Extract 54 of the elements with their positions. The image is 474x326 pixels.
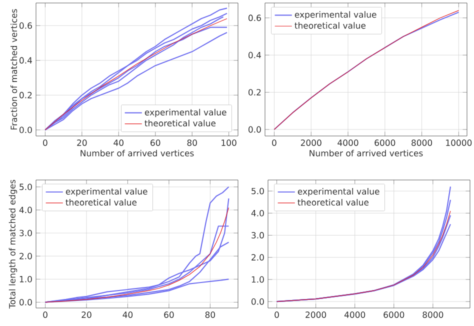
x-tick-label: 0	[43, 140, 48, 146]
x-tick-label: 60	[150, 140, 160, 146]
x-tick-label: 6000	[384, 312, 404, 318]
y-tick-label: 2.0	[252, 254, 264, 261]
y-tick-label: 1.0	[20, 276, 32, 282]
x-tick-label: 6000	[374, 140, 396, 146]
x-tick-label: 20	[77, 140, 87, 146]
x-tick-label: 0	[274, 312, 279, 318]
x-axis-title: Number of arrived vertices	[310, 150, 423, 156]
legend-label: theoretical value	[298, 198, 369, 206]
y-tick-label: 0.4	[20, 57, 32, 64]
x-tick-label: 60	[164, 312, 174, 318]
legend-label: experimental value	[298, 188, 380, 196]
x-tick-label: 80	[187, 140, 197, 146]
y-tick-label: 2.0	[20, 252, 32, 260]
x-axis-title: Number of arrived vertices	[80, 150, 194, 156]
y-tick-label: 0.0	[248, 126, 261, 133]
legend-label: experimental value	[294, 11, 376, 20]
y-tick-label: 5.0	[252, 188, 264, 194]
y-tick-label: 0.0	[252, 298, 264, 305]
y-axis-title: Fraction of matched vertices	[10, 9, 18, 130]
y-tick-label: 0.2	[20, 92, 32, 98]
x-tick-label: 80	[205, 312, 216, 318]
x-tick-label: 40	[122, 312, 133, 318]
y-tick-label: 0.0	[20, 299, 32, 306]
y-tick-label: 0.6	[20, 22, 32, 29]
y-tick-label: 0.4	[248, 52, 261, 58]
legend-label: experimental value	[66, 188, 148, 196]
x-tick-label: 0	[272, 140, 276, 146]
x-tick-label: 2000	[300, 140, 322, 146]
y-tick-label: 0.6	[248, 14, 261, 22]
y-tick-label: 3.0	[252, 232, 264, 238]
x-tick-label: 40	[114, 140, 124, 146]
legend-label: experimental value	[144, 108, 226, 118]
x-tick-label: 8000	[422, 312, 444, 318]
y-tick-label: 0.0	[20, 126, 32, 134]
y-tick-label: 4.0	[19, 206, 32, 214]
y-tick-label: 5.0	[20, 184, 32, 190]
legend-label: theoretical value	[294, 22, 366, 29]
y-tick-label: 3.0	[20, 230, 32, 236]
x-tick-label: 100	[222, 140, 236, 146]
x-tick-label: 4000	[338, 140, 358, 146]
x-tick-label: 8000	[412, 140, 432, 146]
x-tick-label: 2000	[306, 312, 326, 318]
y-axis-title: Total length of matched edges	[8, 180, 18, 309]
legend-label: theoretical value	[144, 120, 216, 126]
x-tick-label: 20	[82, 312, 92, 318]
y-tick-label: 1.0	[252, 276, 264, 283]
x-tick-label: 0	[43, 312, 48, 318]
x-tick-label: 4000	[344, 312, 366, 318]
x-tick-label: 10000	[446, 140, 472, 146]
y-tick-label: 4.0	[251, 210, 264, 216]
y-tick-label: 0.2	[248, 89, 261, 96]
legend-label: theoretical value	[66, 198, 137, 206]
